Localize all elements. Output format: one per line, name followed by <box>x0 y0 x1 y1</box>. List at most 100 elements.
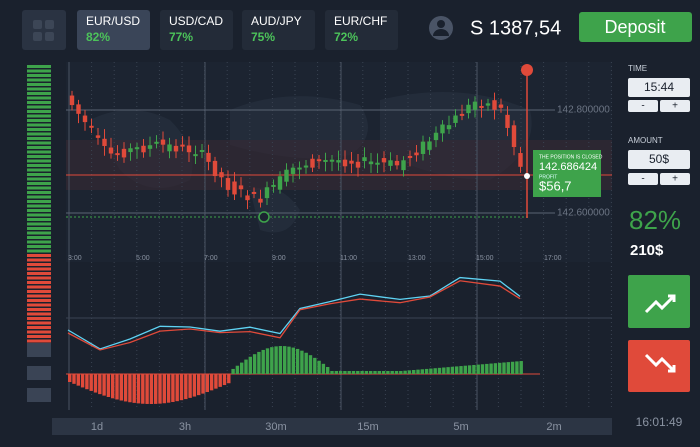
histogram-bar <box>386 371 390 374</box>
histogram-bar <box>459 366 463 374</box>
position-status: THE POSITION IS CLOSED <box>539 154 603 160</box>
histogram-bar <box>162 374 166 404</box>
call-button[interactable] <box>628 275 690 328</box>
close-flag <box>521 64 533 76</box>
candle-body <box>115 153 120 156</box>
timeframe[interactable]: 5m <box>453 421 468 433</box>
histogram-bar <box>485 363 489 374</box>
histogram-bar <box>132 374 136 403</box>
timeframe[interactable]: 2m <box>546 421 561 433</box>
histogram-bar <box>442 367 446 374</box>
candle-body <box>349 160 354 164</box>
strength-segment <box>27 281 51 284</box>
time-field[interactable] <box>628 78 690 97</box>
up-icon <box>644 294 676 314</box>
histogram-bar <box>218 374 222 387</box>
histogram-bar <box>416 369 420 374</box>
menu-button[interactable] <box>22 10 66 50</box>
candle-body <box>342 159 348 167</box>
histogram-bar <box>257 351 261 374</box>
histogram-bar <box>304 352 308 374</box>
amount-minus[interactable] <box>628 173 658 185</box>
histogram-bar <box>360 371 364 374</box>
timeframe[interactable]: 1d <box>91 421 103 433</box>
histogram-bar <box>326 366 330 374</box>
histogram-bar <box>106 374 111 398</box>
close-point <box>524 173 530 179</box>
payout: 82% <box>629 205 681 235</box>
histogram-bar <box>278 346 283 374</box>
histogram-bar <box>450 366 455 374</box>
balance: S 1387,54 <box>470 17 561 39</box>
time-label: 5:00 <box>136 255 150 262</box>
pair-name: AUD/JPY <box>251 14 302 28</box>
candle-body <box>206 152 211 162</box>
histogram-bar <box>197 374 201 396</box>
candle-body <box>479 105 484 108</box>
candle-body <box>433 132 439 141</box>
strength-segment <box>27 326 51 329</box>
candle-body <box>147 145 153 149</box>
avatar-body <box>433 29 449 36</box>
candle-body <box>108 147 114 154</box>
histogram-bar <box>351 371 356 374</box>
histogram-bar <box>321 363 326 374</box>
deposit-button[interactable] <box>579 12 692 42</box>
histogram-bar <box>171 374 175 402</box>
histogram-bar <box>403 370 407 374</box>
strength-segment <box>27 150 51 154</box>
candle-body <box>453 115 458 123</box>
strength-segment <box>27 101 51 104</box>
pair-tab[interactable] <box>242 10 315 50</box>
return: 210$ <box>630 242 664 259</box>
time-label: 7:00 <box>204 255 218 262</box>
time-minus[interactable] <box>628 100 658 112</box>
timeframe[interactable]: 30m <box>265 421 286 433</box>
histogram-bar <box>248 356 252 374</box>
histogram-bar <box>437 367 442 374</box>
strength-segment <box>27 105 51 109</box>
candle-body <box>388 160 393 166</box>
time-plus[interactable] <box>660 100 690 112</box>
pair-name: EUR/CHF <box>334 14 387 28</box>
candle-body <box>466 104 471 114</box>
put-button[interactable] <box>628 340 690 392</box>
strength-segment <box>27 249 51 253</box>
candle-body <box>472 101 478 110</box>
timeframe[interactable]: 15m <box>357 421 378 433</box>
candle-body <box>518 153 523 167</box>
timeframe[interactable]: 3h <box>179 421 191 433</box>
strength-segment <box>27 195 51 199</box>
candle-body <box>238 185 244 190</box>
pair-tab[interactable] <box>77 10 150 50</box>
strength-segment <box>27 177 51 181</box>
histogram-bar <box>158 374 162 404</box>
histogram-bar <box>510 361 515 374</box>
histogram-bar <box>98 374 102 395</box>
candle-body <box>199 150 205 153</box>
histogram-bar <box>287 346 291 374</box>
pair-tab[interactable] <box>160 10 233 50</box>
candle-body <box>427 141 432 150</box>
strength-segment <box>27 299 51 302</box>
side-box[interactable] <box>27 343 51 357</box>
histogram-bar <box>227 374 231 384</box>
candle-body <box>362 157 367 162</box>
candle-body <box>160 139 166 145</box>
histogram-bar <box>390 371 394 374</box>
strength-segment <box>27 303 51 307</box>
histogram-bar <box>72 374 76 384</box>
candle-body <box>375 162 380 165</box>
side-box[interactable] <box>27 388 51 402</box>
histogram-bar <box>141 374 145 404</box>
pair-tab[interactable] <box>325 10 398 50</box>
side-box[interactable] <box>27 366 51 380</box>
time-label: 15:00 <box>476 255 494 262</box>
histogram-bar <box>89 374 93 391</box>
amount-plus[interactable] <box>660 173 690 185</box>
candle-body <box>440 124 445 134</box>
strength-segment <box>27 87 51 91</box>
amount-field[interactable] <box>628 150 690 169</box>
histogram-bar <box>489 363 493 374</box>
